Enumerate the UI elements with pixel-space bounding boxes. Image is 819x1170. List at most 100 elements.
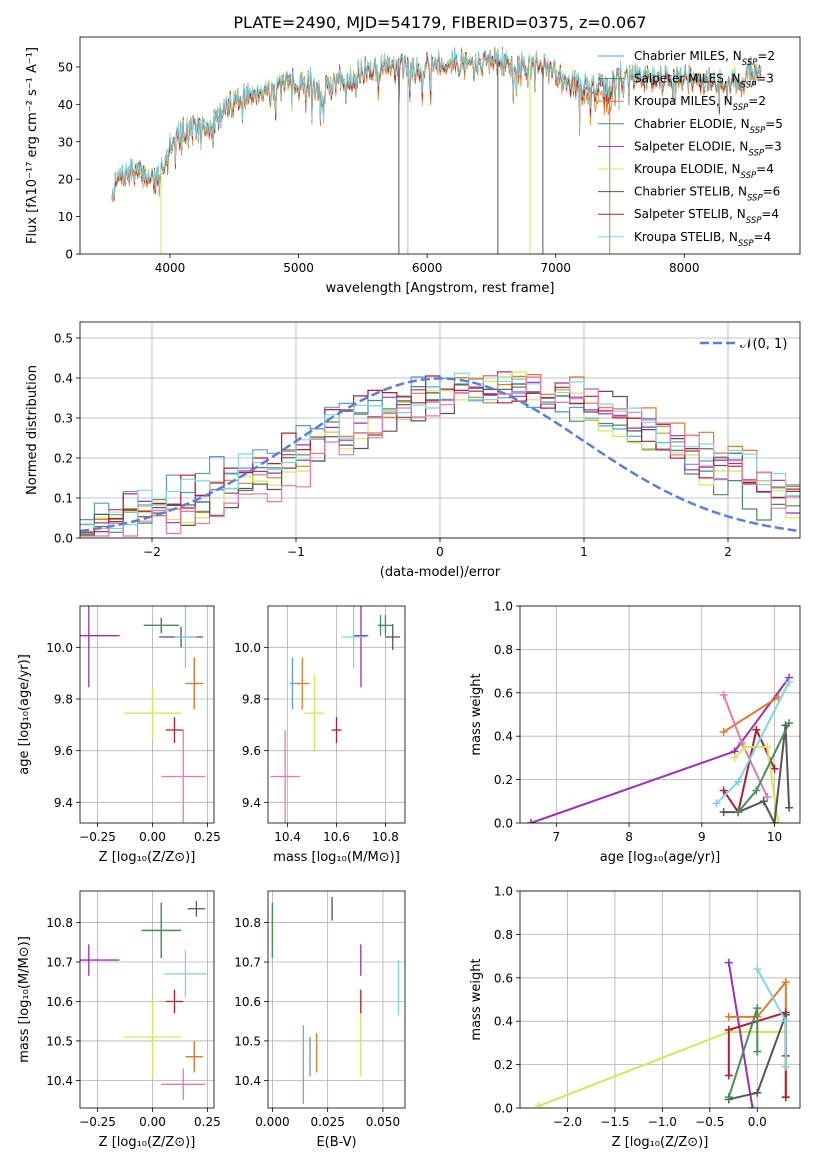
legend-label-sub: SSP (741, 171, 757, 181)
weight-marker (737, 738, 746, 747)
weight-marker (759, 797, 768, 806)
axes-frame (79, 605, 215, 824)
x-axis-label: age [log₁₀(age/yr)] (600, 850, 721, 865)
legend-label-end: =3 (764, 139, 782, 153)
legend-label-main: Salpeter STELIB, N (634, 207, 746, 221)
y-tick-label: 0.1 (54, 492, 73, 506)
weight-marker (712, 799, 721, 808)
legend-label-sub: SSP (747, 194, 763, 204)
legend-label-main: Salpeter MILES, N (634, 72, 741, 86)
y-tick-label: 1.0 (494, 885, 513, 899)
x-tick-label: 0.25 (194, 830, 221, 844)
y-tick-label: 0.4 (494, 1015, 513, 1029)
x-tick-label: 8000 (669, 261, 700, 275)
axes-frame (79, 321, 801, 539)
grid (80, 322, 800, 539)
plot-area (111, 46, 762, 254)
age-vs-mass-panel: 10.4 10.6 10.8 9.4 9.6 9.8 10.0 mass [log₁₀(M/M… (234, 605, 406, 865)
y-tick-label: 0.8 (494, 643, 513, 657)
plot-area (270, 606, 401, 823)
x-tick-label: 0.00 (139, 1115, 166, 1129)
x-tick-label: 10 (767, 830, 782, 844)
legend-label: Kroupa ELODIE, NSSP=4 (634, 162, 774, 181)
axes-frame (267, 890, 406, 1109)
massweight-vs-age-panel: 7 8 9 10 0.0 0.2 0.4 0.6 0.8 1.0 age [log₁₀(age/yr… (469, 600, 801, 865)
x-tick-label: 7000 (540, 261, 571, 275)
legend-label-main: Chabrier STELIB, N (634, 185, 747, 199)
x-tick-label: 8 (625, 830, 633, 844)
weight-marker (752, 725, 761, 734)
plot-area (80, 606, 206, 823)
y-tick-label: 9.8 (242, 693, 261, 707)
y-tick-label: 30 (58, 135, 73, 149)
y-tick-label: 10.5 (46, 1034, 73, 1048)
y-tick-label: 0.0 (494, 817, 513, 831)
weight-marker (753, 1088, 762, 1097)
weight-marker (719, 808, 728, 817)
x-tick-label: 1 (580, 545, 588, 559)
y-tick-label: 10.0 (46, 641, 73, 655)
axes-frame (79, 36, 801, 255)
legend-label-end: =3 (756, 72, 774, 86)
axes-frame (267, 605, 406, 824)
weight-marker (724, 1025, 733, 1034)
axes-frame (519, 890, 801, 1109)
x-axis-label: Z [log₁₀(Z/Z⊙)] (99, 850, 196, 865)
weight-marker (734, 777, 743, 786)
x-tick-label: −2 (143, 545, 161, 559)
y-axis-label: mass weight (469, 958, 484, 1040)
legend-label-sub: SSP (750, 126, 766, 136)
y-tick-label: 40 (58, 98, 73, 112)
massweight-vs-Z-panel: −2.0 −1.5 −1.0 −0.5 0.0 0.0 0.2 0.4 0.6 0.8 1.0 Z [… (469, 885, 801, 1150)
legend-label-main: Kroupa MILES, N (634, 94, 733, 108)
weight-line (722, 726, 776, 815)
legend-label-sub: SSP (742, 58, 758, 68)
y-tick-label: 50 (58, 60, 73, 74)
weight-marker (734, 808, 743, 817)
y-axis-label: age [log₁₀(age/yr)] (17, 654, 32, 775)
y-tick-label: 20 (58, 173, 73, 187)
weight-marker (753, 1004, 762, 1013)
y-tick-label: 10.8 (46, 916, 73, 930)
plot-area (526, 673, 794, 823)
legend-label-main: Kroupa ELODIE, N (634, 162, 741, 176)
weight-marker (770, 764, 779, 773)
legend-label-end: =4 (761, 207, 779, 221)
y-tick-label: 0.4 (494, 730, 513, 744)
mass-vs-EBV-panel: 0.000 0.025 0.050 10.4 10.5 10.6 10.7 10.8 E(B-V… (234, 890, 406, 1150)
legend-label-end: =5 (765, 117, 783, 131)
weight-marker (774, 819, 783, 823)
x-tick-label: 10.4 (274, 830, 301, 844)
legend-label: Salpeter STELIB, NSSP=4 (634, 207, 779, 226)
y-axis-label: Normed distribution (25, 365, 40, 495)
legend-label-end: =4 (756, 162, 774, 176)
y-tick-label: 10 (58, 210, 73, 224)
weight-marker (763, 792, 772, 801)
x-tick-label: 10.8 (372, 830, 399, 844)
legend-label: Salpeter ELODIE, NSSP=3 (634, 139, 782, 158)
x-tick-label: 2 (724, 545, 732, 559)
y-tick-label: 10.7 (46, 956, 73, 970)
figure-title: PLATE=2490, MJD=54179, FIBERID=0375, z=0… (233, 13, 646, 32)
weight-marker (719, 690, 728, 699)
weight-marker (526, 819, 535, 823)
y-tick-label: 10.6 (46, 995, 73, 1009)
legend-label-sub: SSP (738, 239, 754, 249)
legend-label: Kroupa STELIB, NSSP=4 (634, 230, 771, 249)
y-tick-label: 10.5 (234, 1034, 261, 1048)
weight-marker (748, 1104, 757, 1108)
legend-label: Chabrier MILES, NSSP=2 (634, 49, 775, 68)
weight-line (530, 677, 790, 823)
x-tick-label: 0.25 (194, 1115, 221, 1129)
x-tick-label: 0.00 (139, 830, 166, 844)
y-tick-label: 0 (65, 248, 73, 262)
weight-marker (781, 1093, 790, 1102)
legend-label-end: =4 (754, 230, 772, 244)
x-tick-label: 0.0 (748, 1115, 767, 1129)
y-tick-label: 9.4 (242, 796, 261, 810)
y-axis-label: Flux [fλ10⁻¹⁷ erg cm⁻² s⁻¹ A⁻¹] (25, 47, 40, 244)
x-axis-label: mass [log₁₀(M/M⊙)] (273, 850, 400, 865)
legend-label-main: Chabrier ELODIE, N (634, 117, 750, 131)
y-tick-label: 0.2 (494, 773, 513, 787)
axes-frame (519, 605, 801, 824)
